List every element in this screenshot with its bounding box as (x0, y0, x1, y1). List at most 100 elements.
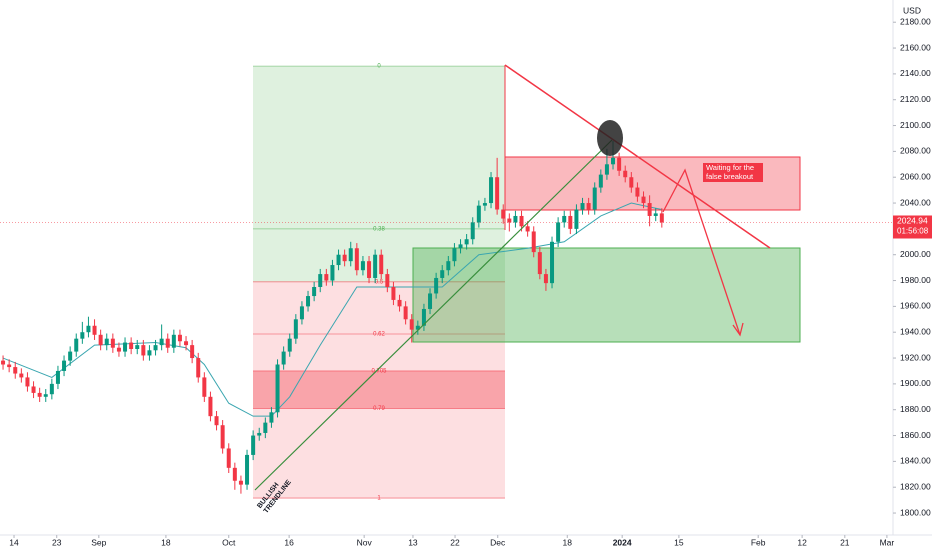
candle-body (592, 187, 597, 210)
note-text: Waiting for the (706, 163, 754, 172)
fib-label: 0 (377, 64, 381, 70)
candle-body (184, 341, 189, 346)
y-tick-label: 2000.00 (900, 249, 931, 259)
candle-body (543, 274, 548, 284)
y-tick-label: 2080.00 (900, 146, 931, 156)
last-price-label: 2024.94 (897, 216, 928, 226)
candle-body (495, 177, 500, 210)
candle-body (190, 345, 195, 359)
x-tick-label: 22 (450, 537, 460, 547)
fib-label: 0.705 (371, 369, 387, 375)
candle-body (251, 435, 256, 455)
y-tick-label: 1920.00 (900, 352, 931, 362)
y-tick-label: 1840.00 (900, 456, 931, 466)
x-tick-label: 18 (563, 537, 573, 547)
note-text: false breakout (706, 172, 754, 181)
fib-zone (253, 66, 505, 282)
fib-label: 0.62 (373, 332, 385, 338)
candle-body (379, 254, 384, 275)
candle-body (153, 345, 158, 351)
candle-body (135, 345, 140, 350)
candle-body (519, 215, 524, 227)
axes: 1800.00 1820.00 1840.00 1860.00 1880.00 1900.… (9, 16, 932, 547)
fib-label: 0.79 (373, 406, 385, 412)
candle-body (196, 358, 201, 378)
x-tick-label: 18 (161, 537, 171, 547)
candle-body (360, 261, 365, 271)
candle-body (525, 226, 530, 232)
candle-body (275, 364, 280, 413)
candle-body (208, 396, 213, 417)
candle-body (49, 383, 54, 395)
candle-body (1, 360, 6, 365)
candle-body (617, 157, 622, 171)
candle-body (434, 277, 439, 294)
drawings: 0 0.38 0.5 0.62 0.705 0.79 1 (0, 64, 893, 502)
candle-body (397, 299, 402, 307)
candle-body (80, 332, 85, 339)
candle-body (653, 213, 658, 216)
candle-body (440, 270, 445, 278)
x-tick-label: Oct (222, 537, 236, 547)
x-tick-label: 15 (674, 537, 684, 547)
fib-label: 0.5 (375, 279, 384, 285)
candle-body (123, 342, 128, 352)
candle-body (257, 432, 262, 436)
candle-body (220, 425, 225, 449)
candle-body (409, 319, 414, 330)
fib-label: 1 (377, 496, 381, 502)
candle-body (287, 338, 292, 352)
candle-body (476, 205, 481, 223)
candle-body (489, 177, 494, 204)
x-tick-label: 14 (9, 537, 19, 547)
candle-body (385, 274, 390, 288)
candle-body (116, 347, 121, 352)
bullish-trendline (254, 139, 613, 491)
bearish-trendline (504, 64, 771, 249)
candles (1, 141, 664, 494)
candle-body (513, 215, 518, 223)
candle-body (470, 222, 475, 240)
x-tick-label: 12 (797, 537, 807, 547)
currency: USD (903, 5, 921, 15)
candle-body (568, 215, 573, 229)
candle-body (129, 342, 134, 350)
candle-body (104, 338, 109, 346)
projection-arrow (662, 168, 741, 336)
candle-body (336, 254, 341, 266)
y-tick-label: 1880.00 (900, 404, 931, 414)
candle-body (629, 177, 634, 188)
y-tick-label: 2140.00 (900, 68, 931, 78)
fib-zone (253, 370, 505, 409)
candle-body (68, 351, 73, 361)
candle-body (598, 174, 603, 188)
x-tick-label: 2024 (613, 537, 632, 547)
candle-body (604, 164, 609, 175)
candle-body (74, 338, 79, 352)
candle-body (623, 170, 628, 178)
candle-body (367, 261, 372, 278)
x-tick-label: Dec (490, 537, 506, 547)
y-tick-label: 2040.00 (900, 197, 931, 207)
candle-body (299, 306, 304, 320)
candle-body (318, 274, 323, 288)
support-zone (412, 247, 801, 343)
candle-body (19, 373, 24, 378)
candle-body (245, 454, 250, 485)
candle-body (635, 187, 640, 197)
candle-body (641, 196, 646, 204)
candle-body (354, 248, 359, 271)
x-tick-label: Sep (91, 537, 106, 547)
candle-body (306, 296, 311, 307)
candle-body (324, 274, 329, 281)
candle-body (580, 203, 585, 210)
candle-body (226, 448, 231, 468)
candle-body (373, 254, 378, 278)
candle-body (403, 306, 408, 320)
candle-body (269, 412, 274, 423)
note-box (703, 163, 763, 182)
candle-body (37, 392, 42, 397)
candle-body (263, 422, 268, 433)
candle-body (611, 157, 616, 165)
x-tick-label: 16 (284, 537, 294, 547)
